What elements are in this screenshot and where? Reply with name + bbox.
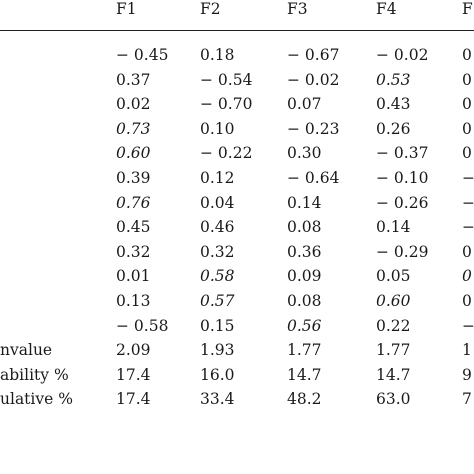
table-cell: − — [462, 194, 474, 212]
row-label: ulative % — [0, 390, 73, 408]
table-cell: 0.30 — [287, 144, 322, 162]
table-cell: 0.12 — [200, 169, 235, 187]
table-cell: 0.15 — [200, 317, 235, 335]
table-cell: 14.7 — [287, 366, 322, 384]
table-cell: 0 — [462, 120, 472, 138]
table-cell: 0.60 — [376, 292, 411, 310]
table-cell: 0 — [462, 292, 472, 310]
table-cell: 0.45 — [116, 218, 151, 236]
table-cell: 0.39 — [116, 169, 151, 187]
table-cell: 0.14 — [287, 194, 322, 212]
table-cell: − 0.37 — [376, 144, 429, 162]
table-cell: 0.07 — [287, 95, 322, 113]
table-cell: 0.09 — [287, 267, 322, 285]
table-cell: 0.08 — [287, 218, 322, 236]
table-cell: 48.2 — [287, 390, 322, 408]
table-cell: 0 — [462, 267, 472, 285]
table-cell: 0 — [462, 71, 472, 89]
table-cell: 33.4 — [200, 390, 235, 408]
table-cell: − — [462, 218, 474, 236]
table-cell: 0.02 — [116, 95, 151, 113]
row-label: nvalue — [0, 341, 53, 359]
table-cell: 0.36 — [287, 243, 322, 261]
table-cell: 0.26 — [376, 120, 411, 138]
table-cell: − 0.67 — [287, 46, 340, 64]
column-header: F2 — [200, 0, 221, 18]
table-cell: 0.01 — [116, 267, 151, 285]
table-cell: 0 — [462, 95, 472, 113]
table-cell: 1.77 — [287, 341, 322, 359]
table-cell: 0.60 — [116, 144, 151, 162]
table-cell: − 0.70 — [200, 95, 253, 113]
table-top-rule — [0, 30, 474, 31]
table-cell: − 0.10 — [376, 169, 429, 187]
column-header: F1 — [116, 0, 137, 18]
table-cell: 0.76 — [116, 194, 151, 212]
table-cell: 0.10 — [200, 120, 235, 138]
table-cell: 0.22 — [376, 317, 411, 335]
table-cell: − 0.02 — [376, 46, 429, 64]
table-cell: 14.7 — [376, 366, 411, 384]
table-cell: 0.56 — [287, 317, 322, 335]
table-cell: 2.09 — [116, 341, 151, 359]
table-cell: 0 — [462, 243, 472, 261]
table-cell: 7 — [462, 390, 472, 408]
table-cell: 0.18 — [200, 46, 235, 64]
table-cell: 0.46 — [200, 218, 235, 236]
table-cell: − 0.23 — [287, 120, 340, 138]
table-cell: 0.58 — [200, 267, 235, 285]
table-cell: 0.13 — [116, 292, 151, 310]
table-cell: − — [462, 169, 474, 187]
column-header: F3 — [287, 0, 308, 18]
table-cell: − 0.02 — [287, 71, 340, 89]
table-cell: 1.77 — [376, 341, 411, 359]
table-cell: 0.08 — [287, 292, 322, 310]
table-cell: 0.73 — [116, 120, 151, 138]
table-cell: 17.4 — [116, 390, 151, 408]
table-cell: 63.0 — [376, 390, 411, 408]
table-cell: 0.04 — [200, 194, 235, 212]
table-cell: 0 — [462, 144, 472, 162]
table-cell: 0.37 — [116, 71, 151, 89]
table-cell: 16.0 — [200, 366, 235, 384]
table-cell: 0 — [462, 46, 472, 64]
table-cell: − 0.45 — [116, 46, 169, 64]
table-cell: − 0.26 — [376, 194, 429, 212]
column-header: F4 — [376, 0, 397, 18]
column-header: F — [462, 0, 473, 18]
table-cell: 0.32 — [116, 243, 151, 261]
table-cell: 0.57 — [200, 292, 235, 310]
table-cell: − 0.58 — [116, 317, 169, 335]
table-cell: − 0.64 — [287, 169, 340, 187]
table-cell: 9 — [462, 366, 472, 384]
table-cell: 0.14 — [376, 218, 411, 236]
table-cell: 0.32 — [200, 243, 235, 261]
table-cell: 1 — [462, 341, 472, 359]
table-cell: − 0.54 — [200, 71, 253, 89]
table-cell: 17.4 — [116, 366, 151, 384]
row-label: ability % — [0, 366, 69, 384]
table-cell: 0.43 — [376, 95, 411, 113]
table-cell: 1.93 — [200, 341, 235, 359]
table-cell: − — [462, 317, 474, 335]
table-cell: 0.53 — [376, 71, 411, 89]
table-cell: − 0.22 — [200, 144, 253, 162]
table-cell: 0.05 — [376, 267, 411, 285]
table-cell: − 0.29 — [376, 243, 429, 261]
